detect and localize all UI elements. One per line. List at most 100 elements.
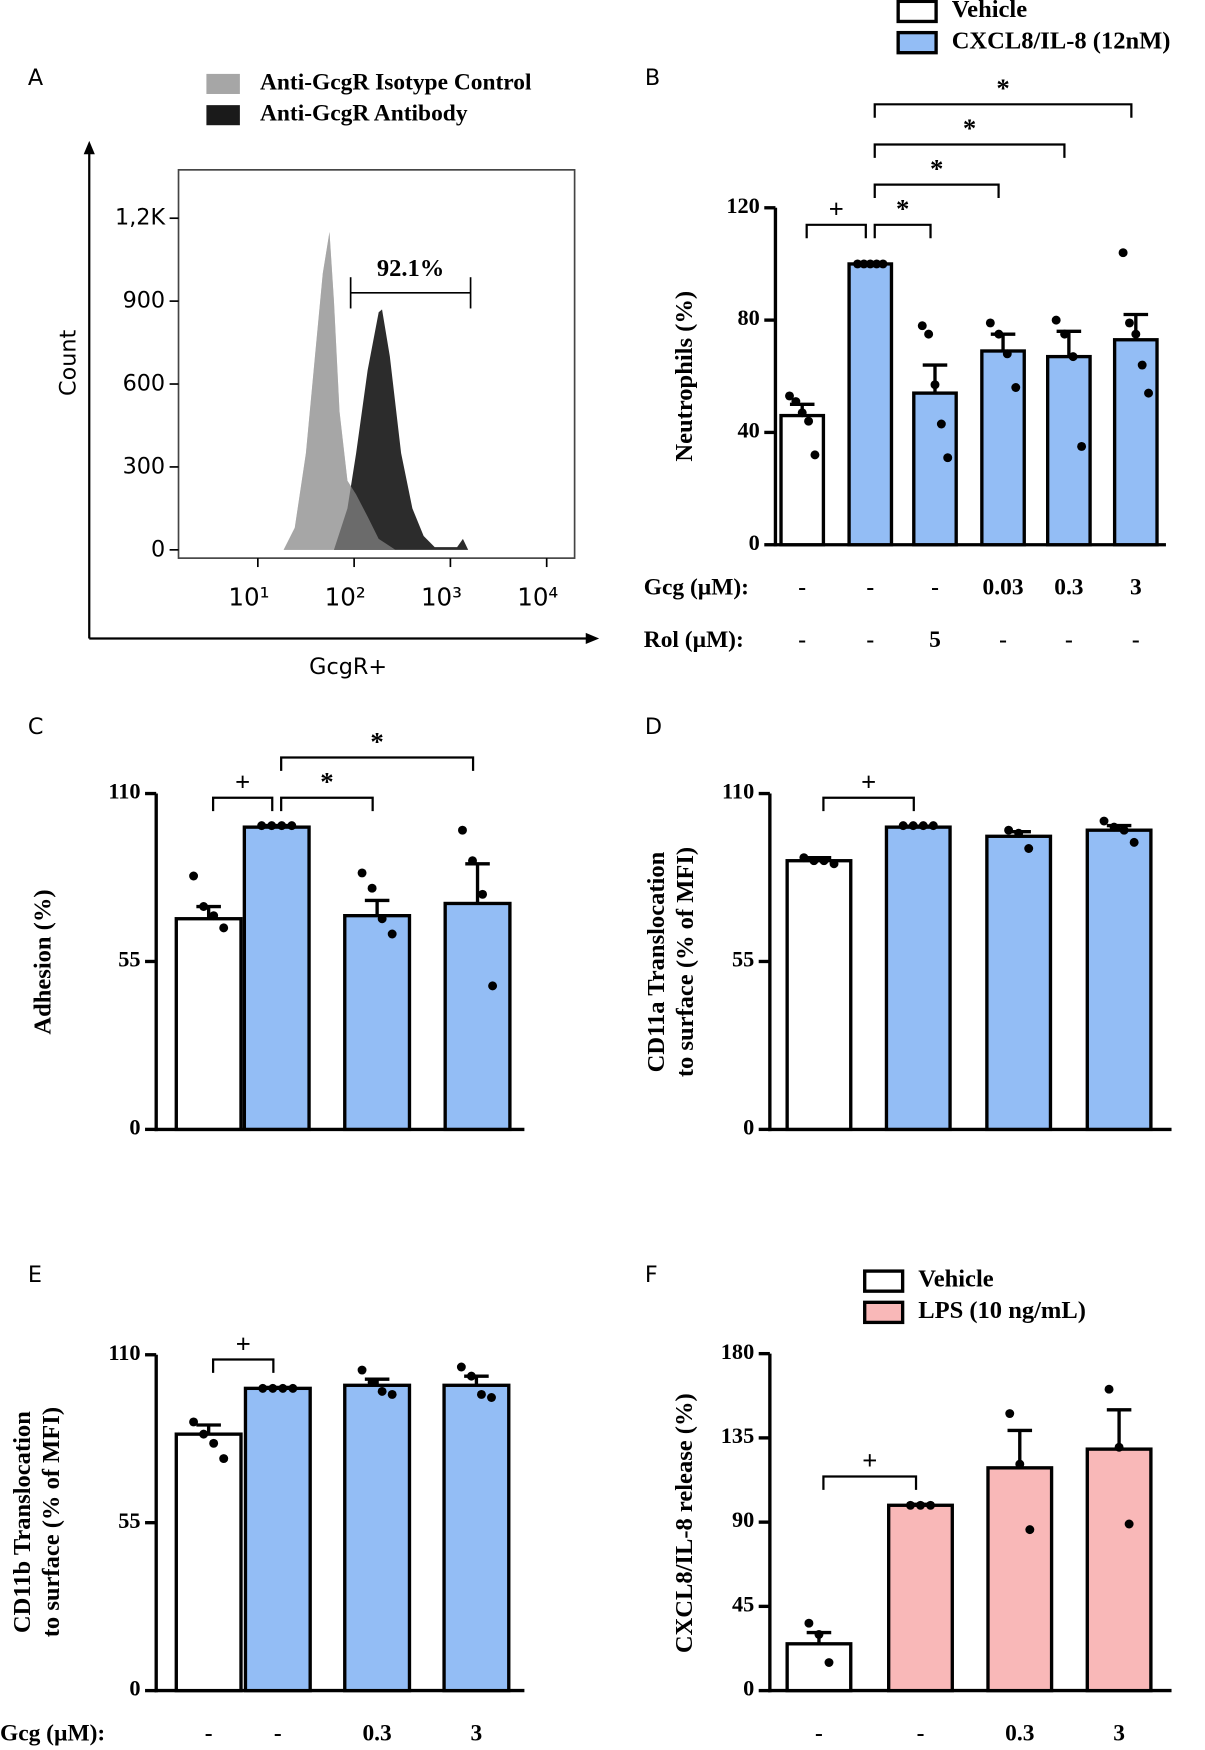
y-tick-label: 0	[743, 1115, 754, 1140]
y-arrow-head	[83, 140, 95, 155]
y-tick-label: 55	[118, 947, 140, 972]
bar	[1085, 828, 1153, 1132]
data-point	[267, 821, 277, 831]
x-tick-label: 10²	[325, 582, 366, 611]
legend-label: Anti-GcgR Isotype Control	[260, 69, 532, 95]
data-point	[878, 259, 888, 269]
data-point	[799, 853, 809, 863]
data-point	[1015, 1459, 1025, 1469]
data-point	[928, 821, 938, 831]
significance-label: +	[861, 766, 876, 796]
row-value: 0.3	[1054, 575, 1083, 601]
significance-bracket	[822, 1475, 918, 1490]
data-point	[809, 856, 819, 866]
legend-label: Vehicle	[918, 1266, 994, 1293]
row-label: Gcg (µM):	[0, 1721, 105, 1747]
y-tick-label: 0	[743, 1676, 754, 1701]
bar	[174, 917, 243, 1132]
data-point	[458, 825, 467, 835]
legend-swatch	[206, 73, 240, 94]
y-tick-label: 80	[738, 305, 760, 330]
data-point	[908, 821, 918, 831]
data-point	[357, 868, 367, 878]
data-point	[466, 1371, 476, 1381]
data-point	[377, 914, 387, 924]
data-point	[189, 871, 199, 881]
data-point	[1144, 388, 1154, 398]
legend-swatch	[206, 105, 240, 126]
data-point	[1118, 248, 1128, 258]
significance-label: +	[862, 1445, 877, 1475]
data-point	[1014, 828, 1024, 838]
row-value: -	[866, 627, 874, 653]
legend-label: Anti-GcgR Antibody	[260, 101, 468, 127]
bar	[442, 1383, 511, 1693]
data-point	[814, 1629, 824, 1639]
data-point	[1099, 816, 1109, 826]
data-point	[456, 1362, 466, 1372]
row-value: -	[1065, 627, 1073, 653]
y-tick-label: 180	[721, 1339, 754, 1364]
data-point	[468, 856, 477, 866]
row-value: -	[798, 575, 806, 601]
legend-swatch	[863, 1300, 905, 1325]
data-point	[367, 1377, 377, 1387]
row-value: 5	[929, 627, 941, 653]
data-point	[476, 1389, 486, 1399]
row-value: -	[274, 1721, 282, 1747]
x-tick-label: 10¹	[228, 582, 269, 611]
significance-label: *	[370, 726, 383, 756]
bar	[1112, 338, 1159, 547]
bar	[243, 1386, 312, 1693]
data-point	[387, 1389, 397, 1399]
data-point	[985, 318, 995, 328]
significance-label: *	[996, 73, 1009, 103]
bar	[785, 1642, 853, 1693]
row-value: -	[798, 627, 806, 653]
data-point	[924, 329, 934, 339]
data-point	[994, 329, 1004, 339]
row-value: -	[815, 1721, 823, 1747]
data-point	[819, 856, 829, 866]
y-axis-label: CXCL8/IL-8 release (%)	[671, 1393, 698, 1653]
y-tick-label: 0	[129, 1115, 140, 1140]
data-point	[804, 1618, 814, 1628]
bar	[785, 859, 853, 1132]
significance-label: +	[236, 1328, 251, 1358]
data-point	[859, 259, 869, 269]
data-point	[209, 1438, 219, 1448]
row-value: 0.3	[1005, 1721, 1034, 1747]
data-point	[199, 902, 209, 911]
data-point	[917, 321, 927, 331]
row-value: 3	[1130, 575, 1142, 601]
row-value: -	[917, 1721, 925, 1747]
plot-frame	[177, 169, 576, 559]
legend-swatch	[863, 1269, 905, 1293]
y-tick-label: 110	[108, 779, 140, 804]
legend-swatch	[896, 30, 938, 55]
histogram-overlap	[283, 231, 396, 550]
x-axis-label: GcgR+	[309, 654, 387, 680]
data-point	[791, 397, 801, 406]
bar	[884, 825, 952, 1132]
x-tick-label: 10³	[421, 582, 462, 611]
data-point	[1119, 825, 1129, 835]
y-tick-label: 40	[738, 418, 760, 443]
data-point	[1109, 822, 1119, 832]
y-tick-label: 135	[721, 1423, 754, 1448]
y-tick-label: 900	[123, 288, 166, 314]
bar	[343, 1383, 412, 1693]
data-point	[288, 1383, 298, 1393]
data-point	[1068, 352, 1078, 362]
data-point	[916, 1500, 925, 1510]
data-point	[1011, 383, 1021, 392]
y-tick-label: 0	[749, 530, 760, 555]
data-point	[1051, 315, 1061, 325]
y-axis-label: Count	[56, 330, 82, 396]
significance-label: +	[829, 194, 844, 224]
data-point	[209, 911, 219, 921]
panel-a-axes-arrows	[88, 147, 592, 640]
y-tick-label: 1,2K	[115, 205, 166, 231]
